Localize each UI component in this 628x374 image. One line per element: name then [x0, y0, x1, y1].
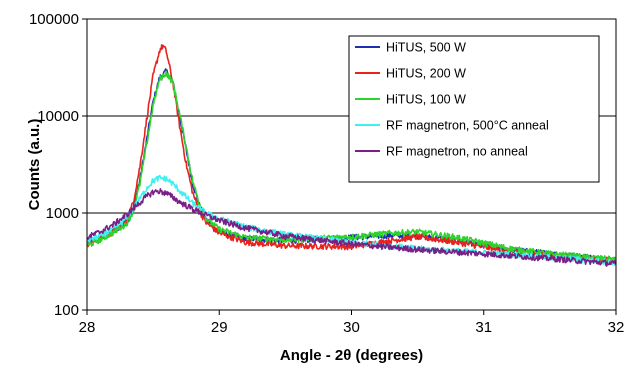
x-tick-label: 30 — [343, 319, 360, 336]
y-tick-label: 100000 — [29, 11, 79, 28]
legend-label: HiTUS, 100 W — [386, 93, 466, 107]
series-line-5 — [86, 188, 617, 267]
y-axis-title: Counts (a.u.) — [26, 119, 43, 211]
x-tick-label: 32 — [608, 319, 625, 336]
legend-box — [348, 35, 600, 183]
legend-label: RF magnetron, no anneal — [386, 145, 528, 159]
legend-label: HiTUS, 500 W — [386, 41, 466, 55]
y-tick-label: 100 — [54, 302, 79, 319]
legend: HiTUS, 500 W HiTUS, 200 W HiTUS, 100 W RF m… — [348, 35, 600, 183]
series-line-3 — [86, 70, 617, 263]
x-tick-label: 29 — [211, 319, 228, 336]
legend-label: RF magnetron, 500°C anneal — [386, 119, 549, 133]
y-tick-label: 10000 — [37, 108, 79, 125]
x-tick-label: 31 — [475, 319, 492, 336]
series-layer — [86, 44, 617, 267]
x-tick-label: 28 — [79, 319, 96, 336]
legend-label: HiTUS, 200 W — [386, 67, 466, 81]
tick-layer: 100 1000 10000 100000 28 29 30 31 32 — [29, 11, 624, 336]
x-axis-title: Angle - 2θ (degrees) — [280, 347, 423, 364]
y-tick-label: 1000 — [46, 205, 79, 222]
